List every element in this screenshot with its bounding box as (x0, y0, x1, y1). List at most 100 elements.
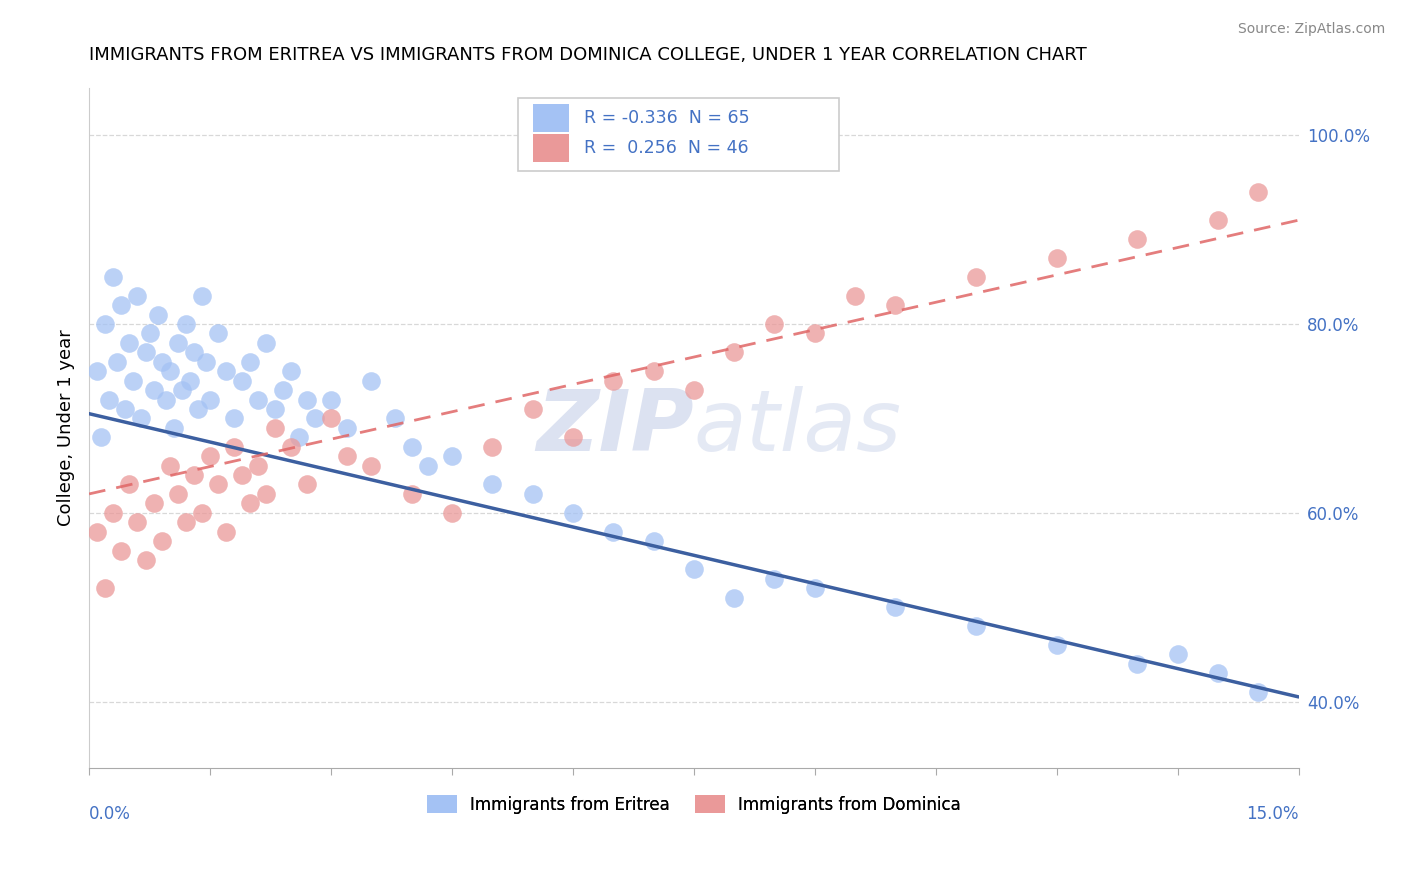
Point (134, 345, 156, 359)
Point (103, 506, 125, 520)
Point (239, 496, 262, 510)
Point (280, 364, 302, 378)
Point (401, 440, 423, 454)
Point (110, 298, 132, 312)
Point (94, 582, 117, 596)
Point (174, 515, 197, 529)
Point (224, 440, 246, 454)
Point (215, 524, 238, 539)
Point (163, 421, 186, 435)
Point (522, 401, 544, 416)
Point (336, 421, 359, 435)
FancyBboxPatch shape (519, 97, 839, 171)
Point (440, 449, 463, 463)
Point (187, 401, 209, 416)
Point (401, 487, 423, 501)
Point (142, 383, 165, 397)
Point (763, 317, 786, 331)
Point (965, 619, 987, 633)
Point (602, 374, 624, 388)
Point (643, 534, 665, 549)
Point (239, 355, 262, 369)
Point (247, 392, 270, 407)
Point (844, 288, 866, 302)
Point (336, 449, 359, 463)
Point (763, 572, 786, 586)
Text: 15.0%: 15.0% (1246, 805, 1299, 823)
Point (146, 308, 169, 322)
Point (884, 600, 907, 615)
Point (682, 562, 704, 576)
Point (159, 364, 181, 378)
Point (127, 515, 149, 529)
Point (86, 524, 108, 539)
Point (481, 440, 503, 454)
Point (94, 317, 117, 331)
Point (1126, 232, 1149, 246)
Point (1206, 213, 1229, 227)
Text: ZIP: ZIP (536, 386, 693, 469)
Point (198, 449, 221, 463)
Point (280, 440, 302, 454)
Point (1206, 666, 1229, 681)
Point (118, 477, 141, 491)
Point (481, 477, 503, 491)
Point (150, 534, 173, 549)
Point (522, 487, 544, 501)
Point (105, 355, 128, 369)
Point (1046, 638, 1069, 652)
Text: R = -0.336  N = 65: R = -0.336 N = 65 (583, 109, 749, 127)
Point (183, 345, 205, 359)
Point (134, 553, 156, 567)
Point (179, 374, 201, 388)
Point (231, 468, 253, 483)
Point (231, 374, 253, 388)
Text: atlas: atlas (693, 386, 901, 469)
Point (207, 326, 229, 341)
Point (174, 317, 197, 331)
Point (159, 458, 181, 473)
Point (360, 374, 382, 388)
Legend: Immigrants from Eritrea, Immigrants from Dominica: Immigrants from Eritrea, Immigrants from… (420, 789, 967, 821)
Point (122, 374, 145, 388)
Point (561, 430, 583, 444)
Point (247, 458, 270, 473)
Point (319, 392, 342, 407)
Point (127, 288, 149, 302)
Point (287, 430, 309, 444)
Point (90, 430, 112, 444)
Point (207, 477, 229, 491)
Point (1167, 648, 1189, 662)
Bar (533, 103, 569, 132)
Point (643, 364, 665, 378)
Point (138, 326, 160, 341)
Point (682, 383, 704, 397)
Point (118, 335, 141, 350)
Point (86, 364, 108, 378)
Point (416, 458, 439, 473)
Point (195, 355, 218, 369)
Point (114, 401, 136, 416)
Point (110, 543, 132, 558)
Text: 0.0%: 0.0% (89, 805, 131, 823)
Y-axis label: College, Under 1 year: College, Under 1 year (58, 329, 75, 526)
Point (98, 392, 121, 407)
Bar (533, 134, 569, 162)
Point (803, 582, 825, 596)
Point (150, 355, 173, 369)
Point (723, 591, 745, 605)
Point (884, 298, 907, 312)
Point (295, 392, 318, 407)
Point (170, 383, 193, 397)
Point (131, 411, 153, 425)
Point (561, 506, 583, 520)
Point (103, 269, 125, 284)
Point (198, 392, 221, 407)
Point (360, 458, 382, 473)
Point (263, 421, 285, 435)
Point (256, 335, 278, 350)
Point (224, 411, 246, 425)
Point (602, 524, 624, 539)
Point (155, 392, 177, 407)
Point (1126, 657, 1149, 671)
